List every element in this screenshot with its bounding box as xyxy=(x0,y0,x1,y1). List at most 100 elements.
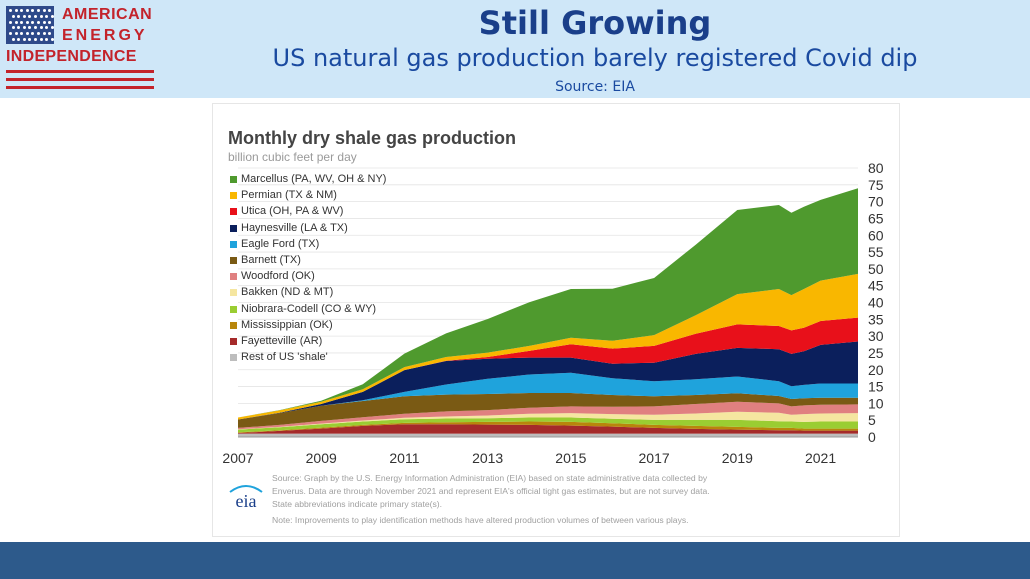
x-tick-label: 2021 xyxy=(805,450,836,466)
flag-star xyxy=(17,26,21,30)
x-tick-label: 2011 xyxy=(389,450,419,466)
source-note-4: Note: Improvements to play identificatio… xyxy=(272,515,689,525)
flag-star xyxy=(20,20,24,24)
stacked-areas xyxy=(238,188,858,438)
flag-star xyxy=(17,38,21,41)
logo-stripe xyxy=(6,70,154,73)
flag-star xyxy=(42,32,46,36)
flag-star xyxy=(22,14,26,18)
flag-star xyxy=(14,20,18,24)
y-tick-label: 75 xyxy=(868,177,884,193)
flag-star xyxy=(28,14,32,18)
y-tick-label: 55 xyxy=(868,244,884,260)
series-area-eagle xyxy=(238,372,858,420)
series-area-mississippian xyxy=(238,421,858,433)
y-tick-label: 15 xyxy=(868,379,884,395)
legend-label: Rest of US 'shale' xyxy=(241,351,328,364)
footer-bar xyxy=(0,542,1030,579)
flag-star xyxy=(9,20,12,24)
chart-title: Monthly dry shale gas production xyxy=(228,128,517,148)
flag-star xyxy=(31,32,35,36)
series-area-permian xyxy=(238,273,858,420)
x-tick-label: 2017 xyxy=(639,450,670,466)
x-tick-label: 2013 xyxy=(472,450,503,466)
series-area-rest xyxy=(238,433,858,437)
y-tick-label: 50 xyxy=(868,261,884,277)
flag-star xyxy=(11,26,15,30)
flag-star xyxy=(39,38,43,41)
legend-label: Eagle Ford (TX) xyxy=(241,237,320,250)
legend-label: Woodford (OK) xyxy=(241,270,315,283)
legend-label: Utica (OH, PA & WV) xyxy=(241,205,344,218)
legend-label: Marcellus (PA, WV, OH & NY) xyxy=(241,173,387,185)
flag-star xyxy=(20,32,24,36)
flag-star xyxy=(45,14,49,18)
legend-label: Permian (TX & NM) xyxy=(241,189,337,202)
x-tick-label: 2009 xyxy=(306,450,337,466)
y-tick-label: 40 xyxy=(868,295,884,311)
series-area-fayetteville xyxy=(238,424,858,434)
legend-label: Mississippian (OK) xyxy=(241,318,333,331)
series-area-niobraracodell xyxy=(238,417,858,433)
flag-star xyxy=(42,20,46,24)
flag-star xyxy=(50,14,54,18)
legend-swatch xyxy=(230,224,237,232)
source-label: Source: EIA xyxy=(555,79,635,95)
y-tick-label: 25 xyxy=(868,345,884,361)
flag-star xyxy=(14,32,18,36)
legend-label: Barnett (TX) xyxy=(241,253,301,266)
flag-star xyxy=(9,32,12,36)
y-tick-label: 5 xyxy=(868,412,876,428)
flag-star xyxy=(48,32,52,36)
legend-swatch xyxy=(230,192,237,200)
eia-logo-text: eia xyxy=(236,491,257,511)
legend-swatch xyxy=(230,321,237,329)
flag-star xyxy=(37,9,40,12)
flag-star xyxy=(14,9,18,12)
y-tick-label: 45 xyxy=(868,278,884,294)
page-title: Still Growing xyxy=(478,4,712,42)
flag-star xyxy=(31,9,35,12)
x-tick-label: 2007 xyxy=(222,450,253,466)
flag-star xyxy=(33,14,37,18)
y-tick-label: 35 xyxy=(868,311,884,327)
flag-star xyxy=(50,26,54,30)
series-area-utica xyxy=(238,317,858,420)
legend-swatch xyxy=(230,240,237,248)
logo-stripe xyxy=(6,86,154,89)
flag-star xyxy=(11,14,15,18)
flag-star xyxy=(25,9,29,12)
legend-label: Niobrara-Codell (CO & WY) xyxy=(241,302,377,315)
flag-star xyxy=(42,9,46,12)
flag-star xyxy=(33,26,37,30)
flag-star xyxy=(28,38,32,41)
page-subtitle: US natural gas production barely registe… xyxy=(272,44,918,72)
flag-star xyxy=(25,20,29,24)
x-axis-ticks: 2007 2009 2011 2013 2015 2017 2019 2021 xyxy=(222,450,836,466)
flag-star xyxy=(11,38,15,41)
y-tick-label: 70 xyxy=(868,194,884,210)
flag-star xyxy=(45,26,49,30)
flag-star xyxy=(22,38,26,41)
american-energy-independence-logo: AMERICAN ENERGY INDEPENDENCE xyxy=(6,6,154,92)
logo-line-3: INDEPENDENCE xyxy=(6,48,137,65)
x-tick-label: 2019 xyxy=(722,450,753,466)
flag-star xyxy=(50,38,54,41)
y-tick-label: 80 xyxy=(868,160,884,176)
legend-label: Bakken (ND & MT) xyxy=(241,286,334,299)
legend-swatch xyxy=(230,273,237,281)
flag-star xyxy=(9,9,12,12)
flag-star xyxy=(33,38,37,41)
legend-swatch xyxy=(230,305,237,313)
legend-swatch xyxy=(230,208,237,216)
logo-line-1: AMERICAN xyxy=(62,6,153,23)
x-tick-label: 2015 xyxy=(555,450,586,466)
flag-star xyxy=(48,20,52,24)
legend-swatch xyxy=(230,176,237,183)
source-note-1: Source: Graph by the U.S. Energy Informa… xyxy=(272,473,708,483)
flag-star xyxy=(22,26,26,30)
logo-line-2: ENERGY xyxy=(62,27,148,44)
flag-star xyxy=(39,14,43,18)
